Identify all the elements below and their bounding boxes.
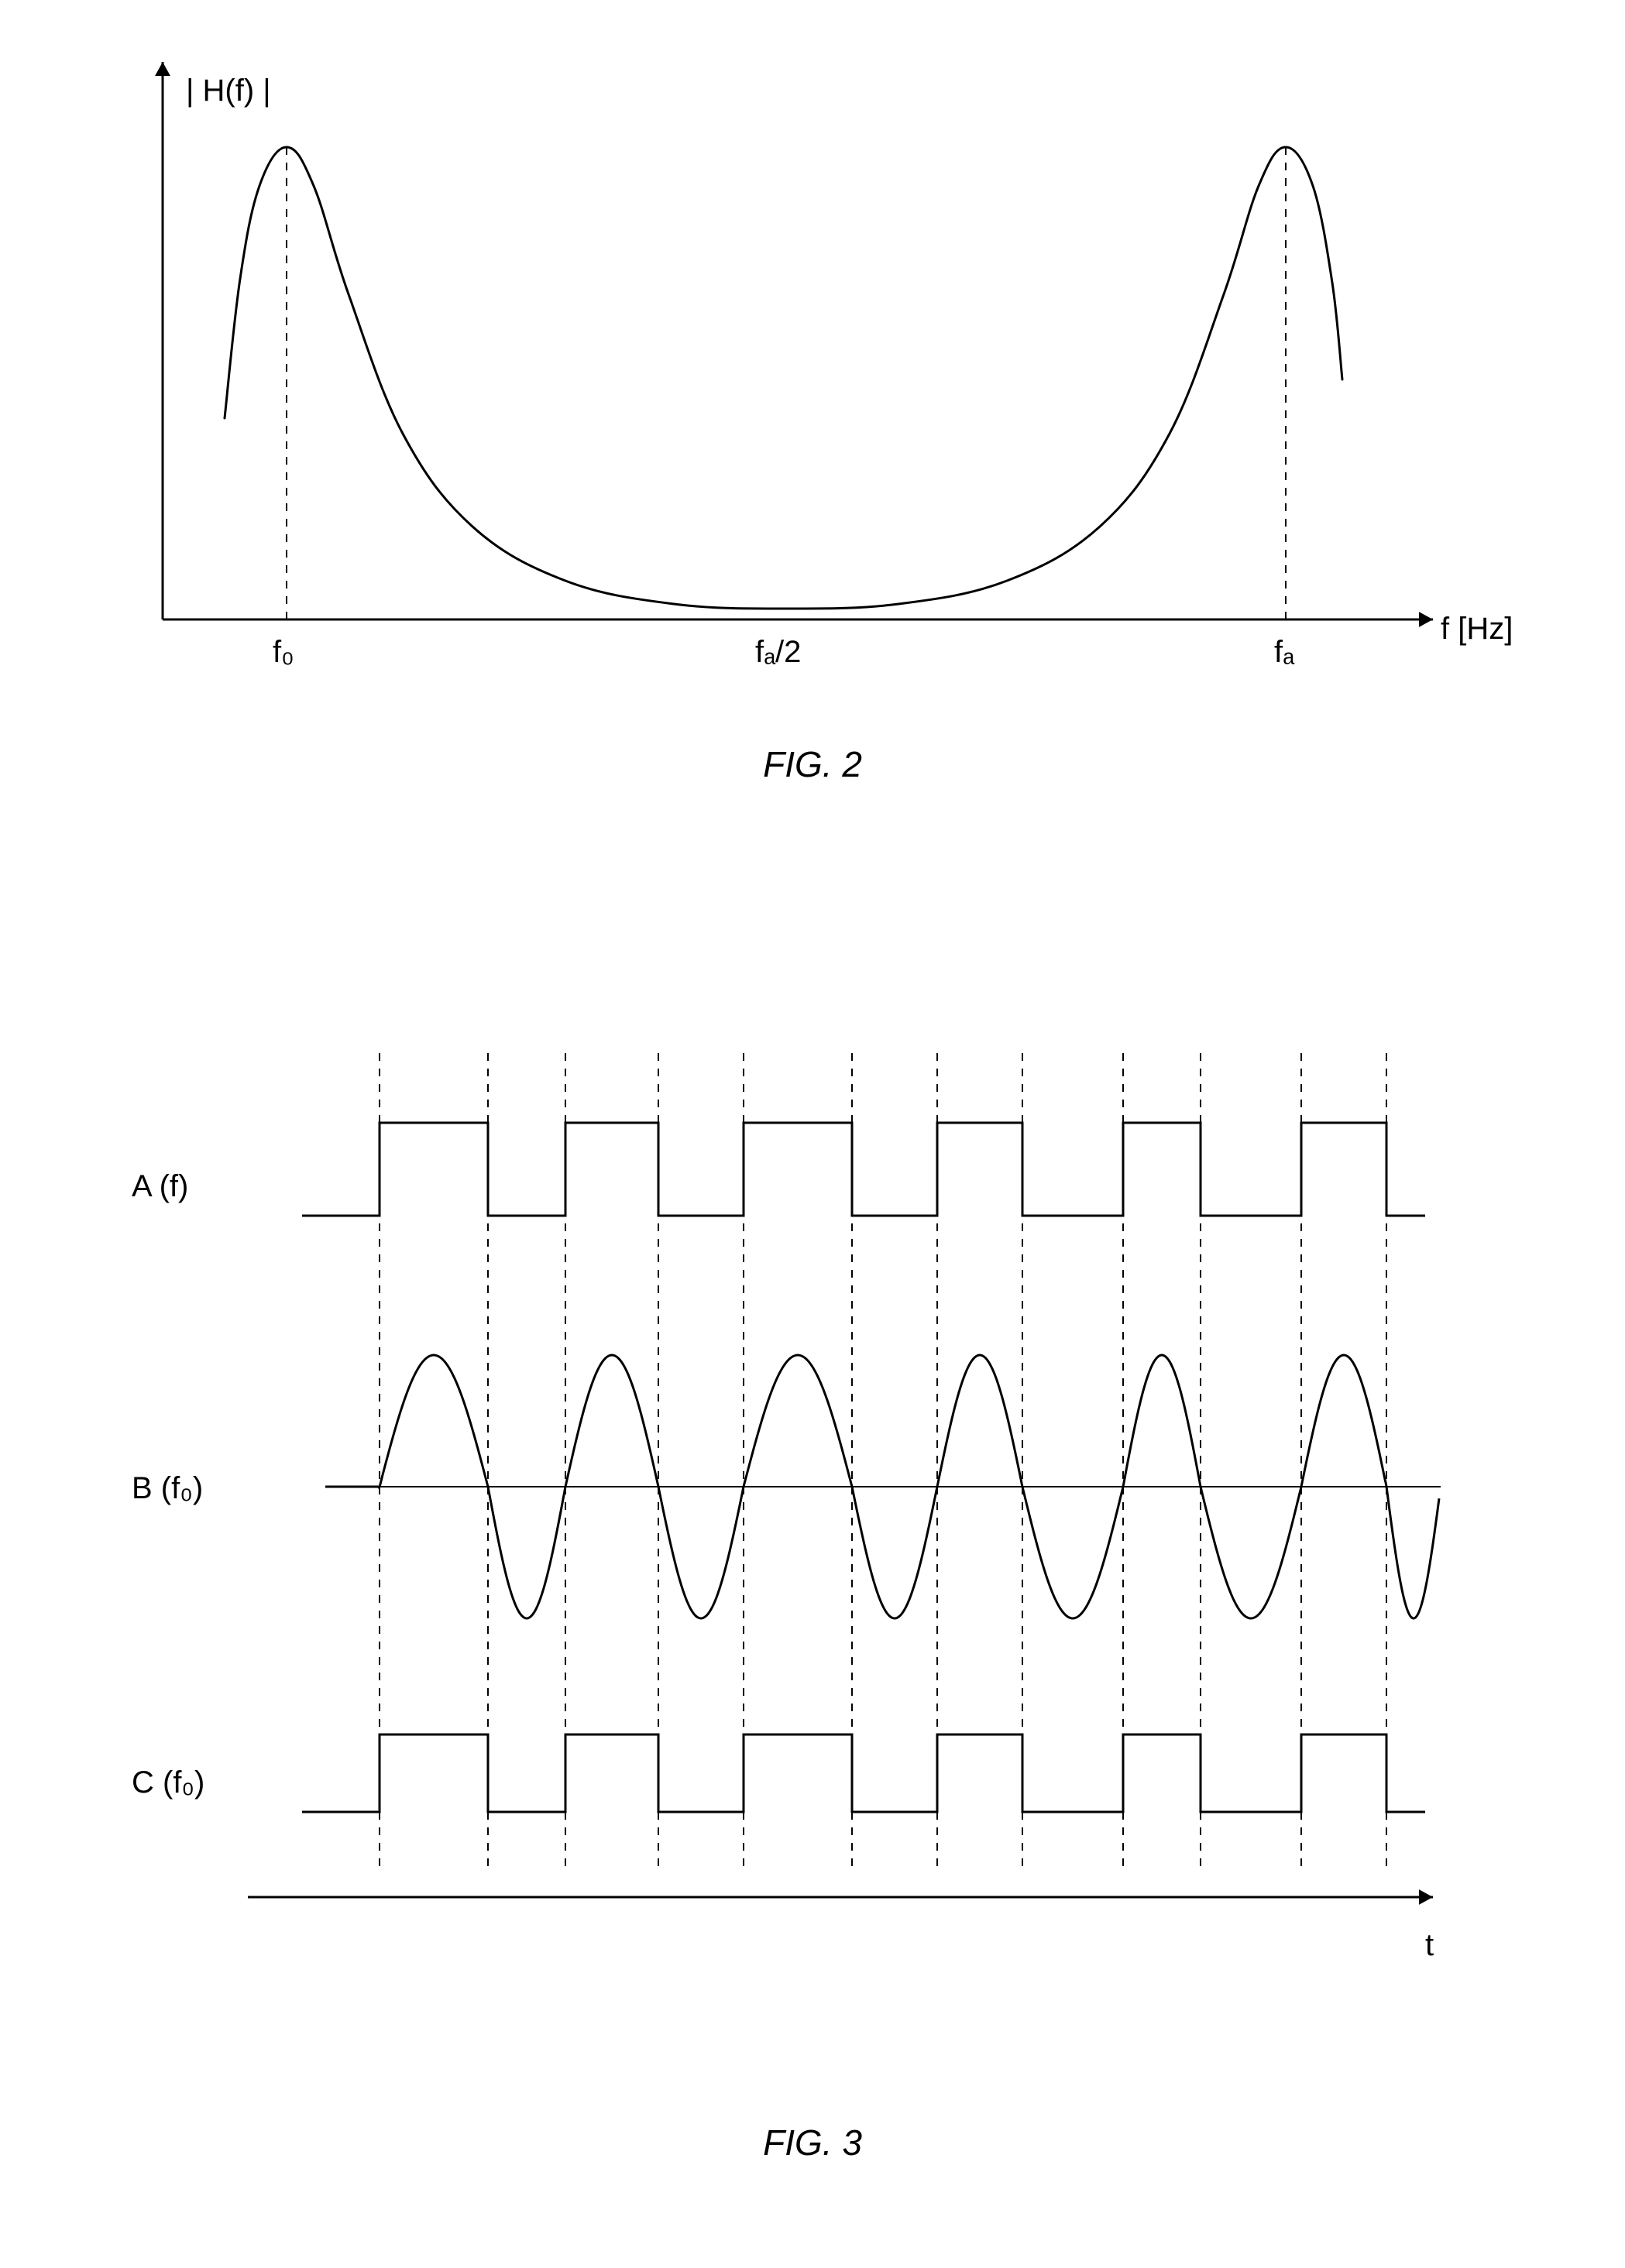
figure-2: | H(f) | f [Hz] f₀ fₐ/2 fₐ — [70, 46, 1557, 728]
fig3-trace-c-label: C (f₀) — [132, 1765, 204, 1800]
fig2-x-axis-label: f [Hz] — [1441, 612, 1513, 647]
figure-2-caption: FIG. 2 — [0, 743, 1625, 785]
fig2-tick-fa: fₐ — [1274, 635, 1294, 670]
fig3-trace-a-label: A (f) — [132, 1169, 188, 1204]
figure-3-plot — [70, 1022, 1557, 2029]
fig2-tick-f0: f₀ — [273, 635, 294, 670]
figure-2-plot — [70, 46, 1557, 728]
fig3-trace-b-label: B (f₀) — [132, 1471, 203, 1506]
fig2-y-axis-label: | H(f) | — [186, 74, 271, 108]
figure-3-caption: FIG. 3 — [0, 2122, 1625, 2163]
figure-3: A (f) B (f₀) C (f₀) t — [70, 1022, 1557, 2029]
fig3-x-axis-label: t — [1425, 1928, 1434, 1963]
fig2-tick-fa2: fₐ/2 — [755, 635, 801, 670]
